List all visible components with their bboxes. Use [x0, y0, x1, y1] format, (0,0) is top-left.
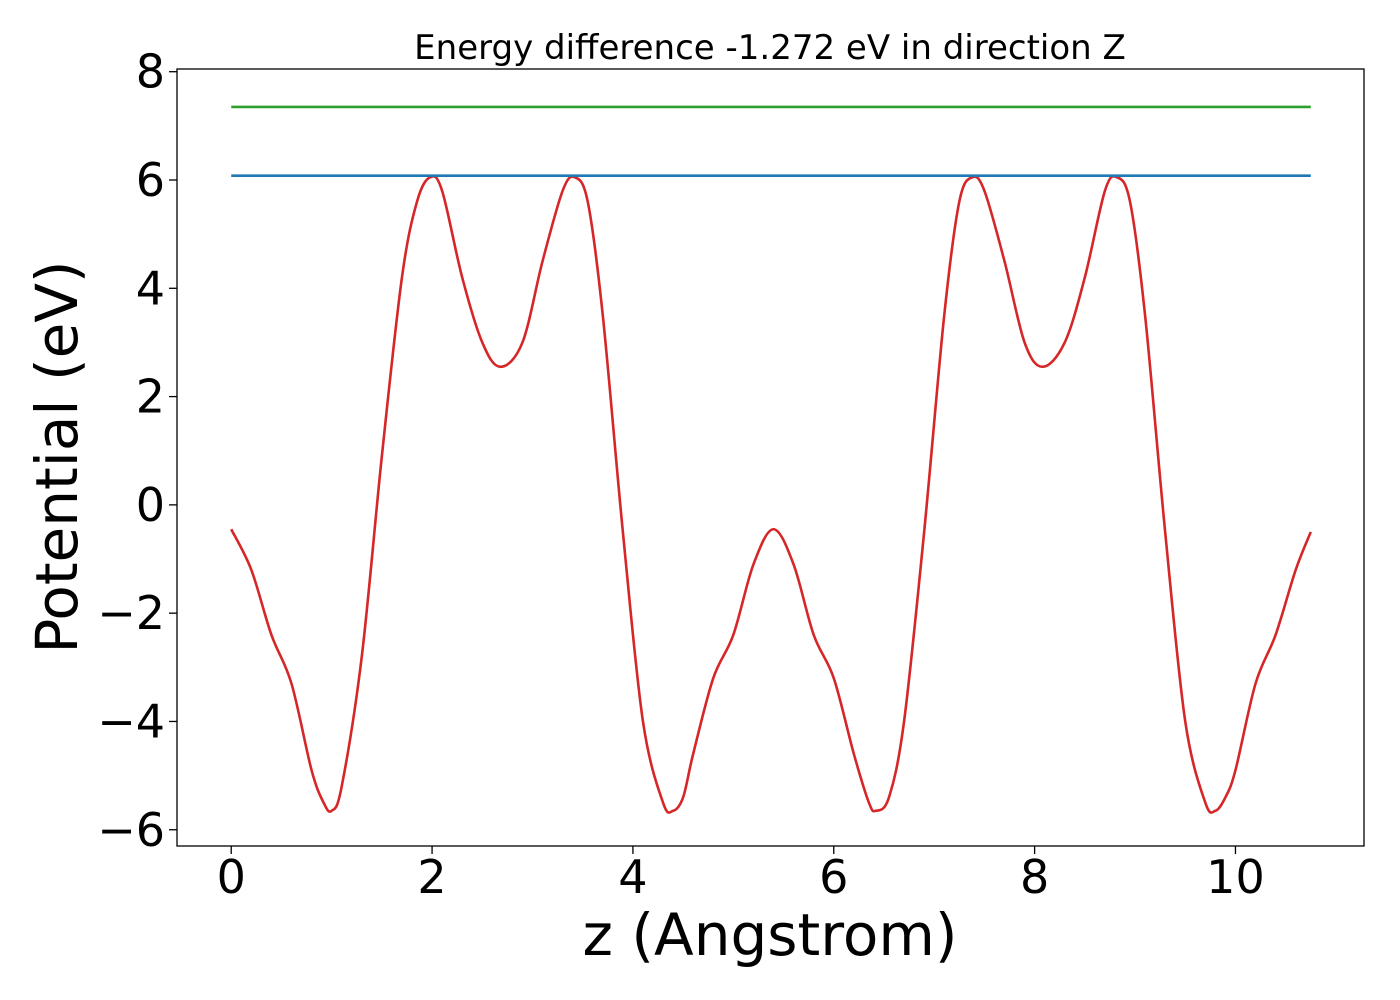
y-tick-label: 4: [136, 261, 165, 315]
x-tick-label: 0: [217, 850, 246, 904]
y-tick-label: 6: [136, 153, 165, 207]
y-tick-label: −4: [97, 694, 165, 748]
x-tick-label: 8: [1020, 850, 1049, 904]
y-tick-label: 8: [136, 45, 165, 99]
x-axis: 0 2 4 6 8 10: [217, 846, 1265, 904]
x-tick-label: 6: [819, 850, 848, 904]
y-tick-label: −2: [97, 586, 165, 640]
x-axis-label: z (Angstrom): [583, 901, 958, 969]
plot-frame: [176, 68, 1365, 847]
series-line-0: [230, 175, 1312, 814]
y-axis: −6 −4 −2 0 2 4 6 8: [97, 45, 177, 857]
x-tick-label: 4: [618, 850, 647, 904]
chart-title: Energy difference -1.272 eV in direction…: [414, 28, 1126, 68]
y-tick-label: −6: [97, 803, 165, 857]
x-tick-label: 2: [417, 850, 446, 904]
y-tick-label: 0: [136, 478, 165, 532]
y-tick-label: 2: [136, 370, 165, 424]
x-tick-label: 10: [1206, 850, 1265, 904]
series-layer: [230, 105, 1312, 814]
y-axis-label: Potential (eV): [23, 260, 91, 653]
